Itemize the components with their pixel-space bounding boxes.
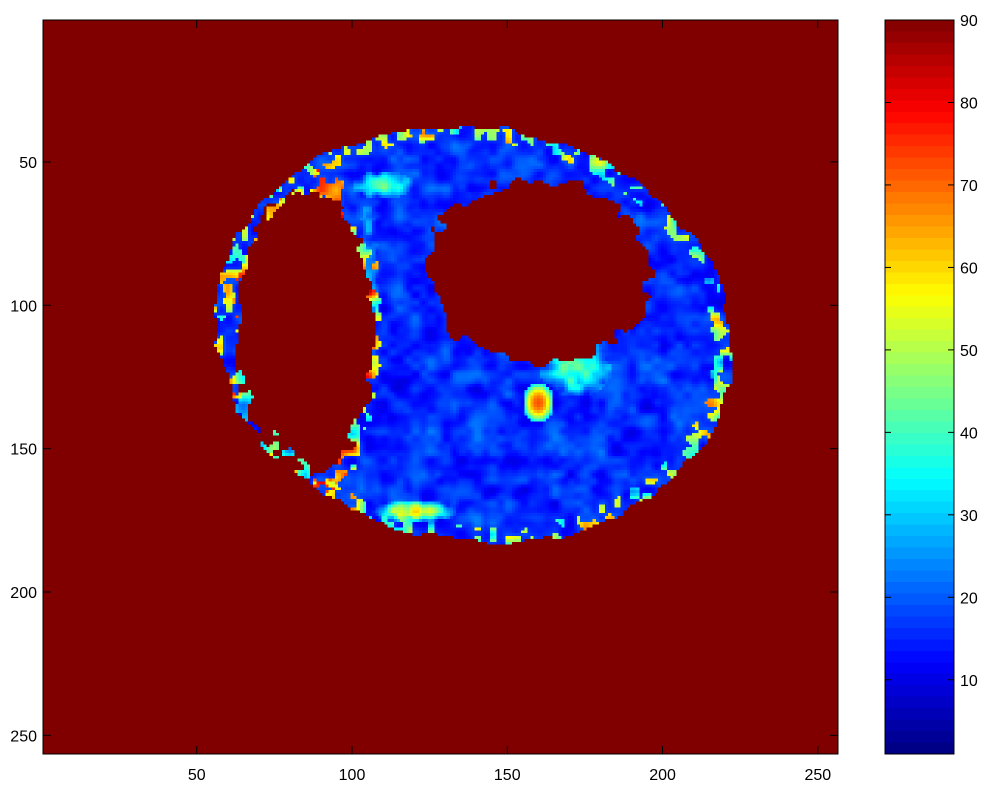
x-tick-label: 250 bbox=[804, 767, 831, 784]
colorbar-tick-label: 60 bbox=[960, 260, 978, 277]
x-ticks: 50 100 150 200 250 bbox=[188, 20, 831, 784]
colorbar: 10 20 30 40 50 60 70 80 90 bbox=[884, 13, 978, 755]
colorbar-tick-label: 20 bbox=[960, 590, 978, 607]
colorbar-tick-label: 90 bbox=[960, 13, 978, 30]
y-tick-label: 100 bbox=[10, 298, 37, 315]
heatmap-image bbox=[43, 20, 838, 754]
y-tick-label: 250 bbox=[10, 728, 37, 745]
y-ticks: 50 100 150 200 250 bbox=[10, 155, 838, 745]
main-axes: 50 100 150 200 250 50 100 150 200 250 bbox=[10, 19, 839, 784]
colorbar-tick-label: 50 bbox=[960, 343, 978, 360]
x-tick-label: 150 bbox=[494, 767, 521, 784]
colorbar-tick-label: 10 bbox=[960, 673, 978, 690]
colorbar-tick-label: 40 bbox=[960, 425, 978, 442]
y-tick-label: 200 bbox=[10, 585, 37, 602]
y-tick-label: 150 bbox=[10, 442, 37, 459]
x-tick-label: 50 bbox=[188, 767, 206, 784]
x-tick-label: 200 bbox=[649, 767, 676, 784]
colorbar-gradient bbox=[885, 20, 954, 754]
colorbar-gradient-holder bbox=[885, 20, 954, 754]
main-axes-frame bbox=[42, 19, 839, 755]
colorbar-tick-label: 30 bbox=[960, 508, 978, 525]
colorbar-frame bbox=[884, 19, 955, 755]
colorbar-tick-label: 80 bbox=[960, 95, 978, 112]
colorbar-ticks: 10 20 30 40 50 60 70 80 90 bbox=[885, 13, 978, 690]
heatmap-image-holder bbox=[43, 20, 838, 754]
colorbar-tick-label: 70 bbox=[960, 178, 978, 195]
y-tick-label: 50 bbox=[19, 155, 37, 172]
x-tick-label: 100 bbox=[339, 767, 366, 784]
